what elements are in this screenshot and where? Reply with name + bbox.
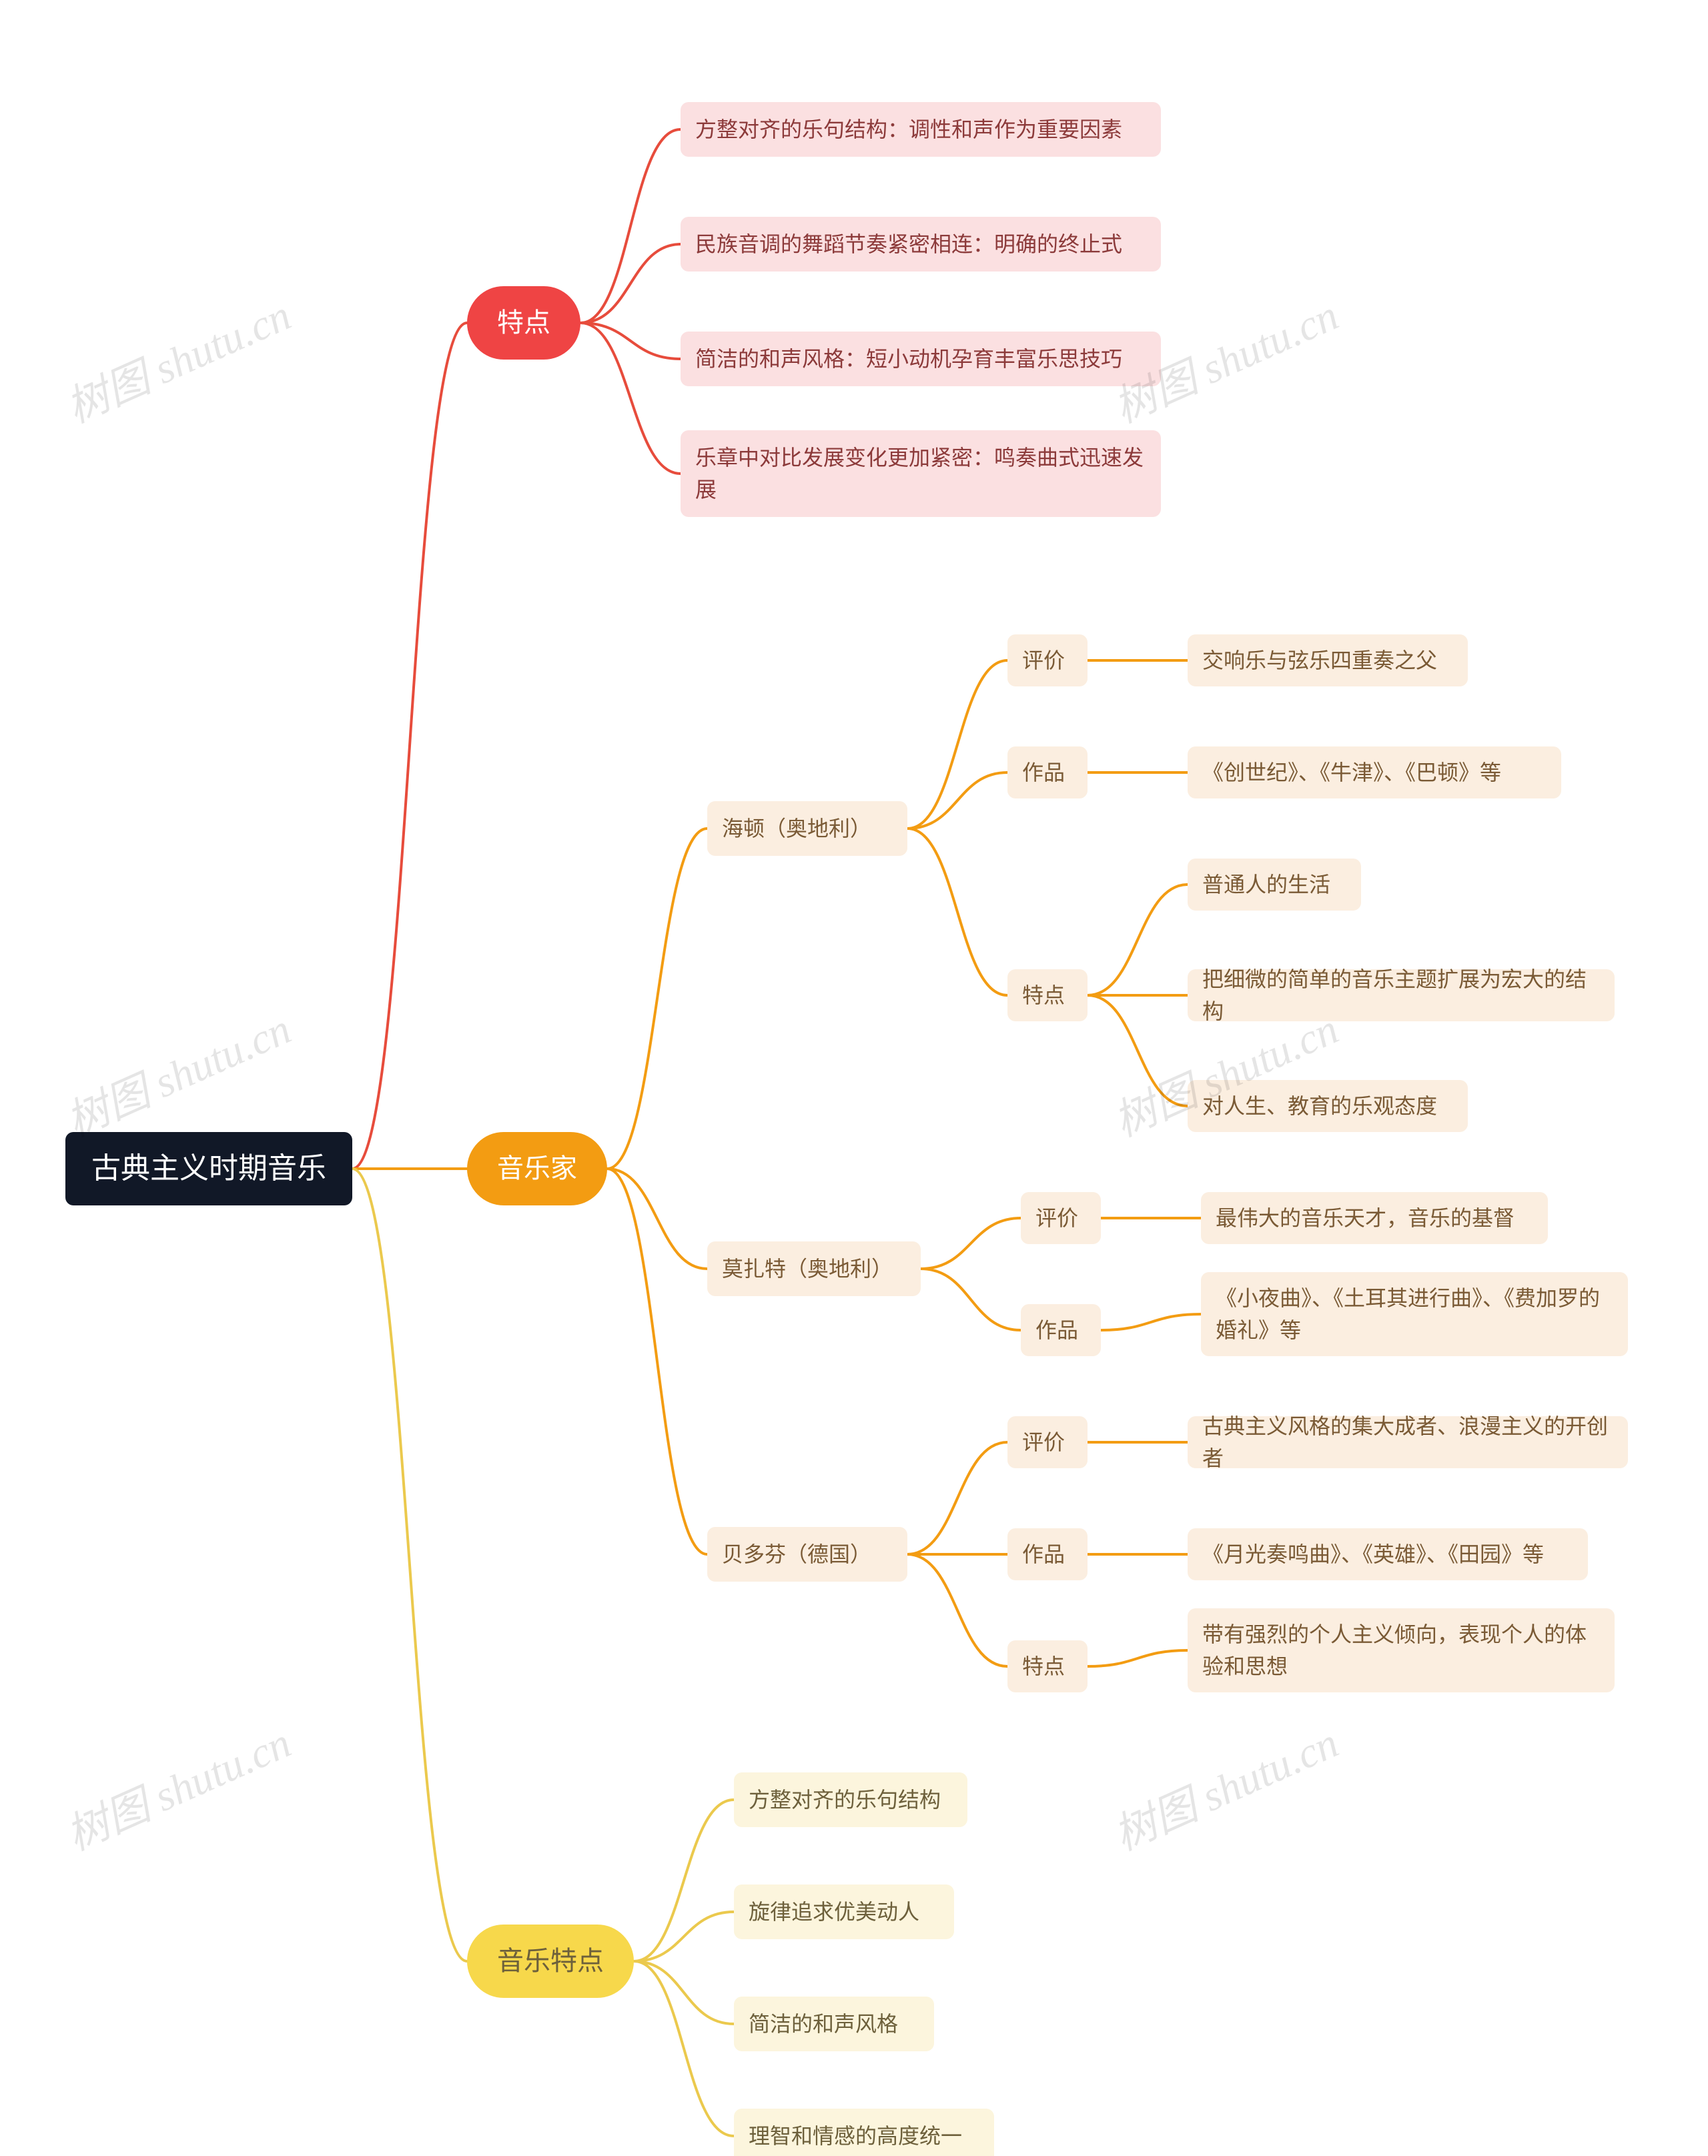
edge [634, 1961, 734, 2024]
node-label: 作品 [1035, 1314, 1078, 1346]
leaf-node: 评价 [1007, 634, 1088, 686]
edge [1088, 885, 1188, 995]
node-label: 方整对齐的乐句结构 [749, 1784, 941, 1816]
node-label: 简洁的和声风格：短小动机孕育丰富乐思技巧 [695, 343, 1122, 375]
node-label: 海顿（奥地利） [722, 813, 871, 845]
edge [580, 323, 681, 474]
sub-node: 简洁的和声风格：短小动机孕育丰富乐思技巧 [681, 332, 1161, 386]
node-label: 理智和情感的高度统一 [749, 2120, 962, 2152]
leaf-node: 对人生、教育的乐观态度 [1188, 1080, 1468, 1132]
node-label: 交响乐与弦乐四重奏之父 [1202, 644, 1437, 676]
leaf-node: 评价 [1021, 1192, 1101, 1244]
edge [921, 1218, 1021, 1269]
node-label: 莫扎特（奥地利） [722, 1253, 893, 1285]
sub-node: 海顿（奥地利） [707, 801, 907, 856]
leaf-node: 最伟大的音乐天才，音乐的基督 [1201, 1192, 1548, 1244]
sub-node: 理智和情感的高度统一 [734, 2109, 994, 2156]
node-label: 民族音调的舞蹈节奏紧密相连：明确的终止式 [695, 228, 1122, 260]
node-label: 评价 [1022, 1426, 1065, 1458]
node-label: 简洁的和声风格 [749, 2008, 898, 2040]
branch-node: 音乐家 [467, 1132, 607, 1205]
node-label: 音乐家 [497, 1149, 577, 1189]
node-label: 方整对齐的乐句结构：调性和声作为重要因素 [695, 113, 1122, 145]
node-label: 《月光奏鸣曲》、《英雄》、《田园》等 [1202, 1538, 1544, 1570]
node-label: 把细微的简单的音乐主题扩展为宏大的结构 [1202, 963, 1600, 1027]
node-label: 旋律追求优美动人 [749, 1896, 919, 1928]
edge [907, 829, 1007, 995]
leaf-node: 特点 [1007, 969, 1088, 1021]
sub-node: 方整对齐的乐句结构：调性和声作为重要因素 [681, 102, 1161, 157]
node-label: 作品 [1022, 756, 1065, 788]
node-label: 最伟大的音乐天才，音乐的基督 [1216, 1202, 1515, 1234]
sub-node: 民族音调的舞蹈节奏紧密相连：明确的终止式 [681, 217, 1161, 272]
leaf-node: 作品 [1007, 746, 1088, 798]
sub-node: 贝多芬（德国） [707, 1527, 907, 1582]
leaf-node: 把细微的简单的音乐主题扩展为宏大的结构 [1188, 969, 1615, 1021]
sub-node: 旋律追求优美动人 [734, 1884, 954, 1939]
root-node: 古典主义时期音乐 [65, 1132, 352, 1205]
node-label: 作品 [1022, 1538, 1065, 1570]
edge [580, 129, 681, 323]
leaf-node: 《月光奏鸣曲》、《英雄》、《田园》等 [1188, 1528, 1588, 1580]
leaf-node: 《小夜曲》、《土耳其进行曲》、《费加罗的婚礼》等 [1201, 1272, 1628, 1356]
node-label: 特点 [1022, 1650, 1065, 1682]
mindmap-canvas: 古典主义时期音乐特点方整对齐的乐句结构：调性和声作为重要因素民族音调的舞蹈节奏紧… [0, 0, 1708, 2156]
edge [1088, 1650, 1188, 1666]
edge [921, 1269, 1021, 1330]
branch-node: 音乐特点 [467, 1925, 634, 1998]
edge [907, 1554, 1007, 1666]
edge [1101, 1314, 1201, 1330]
leaf-node: 评价 [1007, 1416, 1088, 1468]
node-label: 音乐特点 [497, 1941, 604, 1981]
edge [907, 660, 1007, 829]
sub-node: 乐章中对比发展变化更加紧密：鸣奏曲式迅速发展 [681, 430, 1161, 517]
leaf-node: 交响乐与弦乐四重奏之父 [1188, 634, 1468, 686]
sub-node: 简洁的和声风格 [734, 1997, 934, 2051]
leaf-node: 作品 [1007, 1528, 1088, 1580]
edge [352, 1169, 467, 1961]
edge [634, 1961, 734, 2136]
sub-node: 方整对齐的乐句结构 [734, 1772, 967, 1827]
node-label: 古典主义风格的集大成者、浪漫主义的开创者 [1202, 1410, 1613, 1474]
edge [907, 772, 1007, 829]
leaf-node: 作品 [1021, 1304, 1101, 1356]
edge [1088, 995, 1188, 1106]
node-label: 特点 [1022, 979, 1065, 1011]
node-label: 普通人的生活 [1202, 869, 1330, 901]
edge [607, 829, 707, 1169]
node-label: 乐章中对比发展变化更加紧密：鸣奏曲式迅速发展 [695, 442, 1146, 506]
node-label: 贝多芬（德国） [722, 1538, 871, 1570]
leaf-node: 带有强烈的个人主义倾向，表现个人的体验和思想 [1188, 1608, 1615, 1692]
node-label: 带有强烈的个人主义倾向，表现个人的体验和思想 [1202, 1618, 1600, 1682]
node-label: 古典主义时期音乐 [91, 1147, 326, 1191]
edge [352, 323, 467, 1169]
edge [580, 244, 681, 323]
leaf-node: 特点 [1007, 1640, 1088, 1692]
branch-node: 特点 [467, 286, 580, 360]
node-label: 对人生、教育的乐观态度 [1202, 1090, 1437, 1122]
edge [907, 1442, 1007, 1554]
leaf-node: 普通人的生活 [1188, 859, 1361, 911]
node-label: 《创世纪》、《牛津》、《巴顿》等 [1202, 756, 1501, 788]
node-label: 评价 [1035, 1202, 1078, 1234]
leaf-node: 古典主义风格的集大成者、浪漫主义的开创者 [1188, 1416, 1628, 1468]
node-label: 《小夜曲》、《土耳其进行曲》、《费加罗的婚礼》等 [1216, 1282, 1613, 1346]
edge-layer [0, 0, 1708, 2156]
node-label: 特点 [497, 303, 550, 343]
leaf-node: 《创世纪》、《牛津》、《巴顿》等 [1188, 746, 1561, 798]
edge [607, 1169, 707, 1554]
sub-node: 莫扎特（奥地利） [707, 1241, 921, 1296]
node-label: 评价 [1022, 644, 1065, 676]
